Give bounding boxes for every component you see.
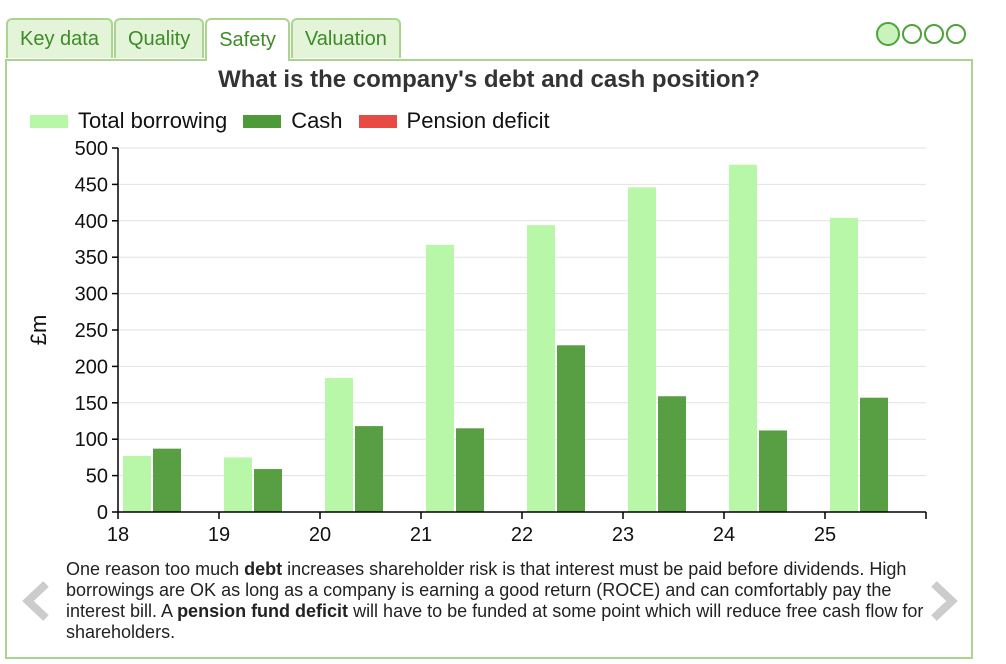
- tab-quality[interactable]: Quality: [113, 18, 205, 58]
- bar-cash: [254, 469, 282, 512]
- bar-cash: [153, 448, 181, 512]
- x-tick-label: 20: [309, 524, 331, 546]
- y-tick-label: 300: [75, 284, 108, 306]
- next-button[interactable]: [928, 580, 960, 627]
- y-tick-label: 200: [75, 356, 108, 378]
- x-tick-label: 23: [612, 524, 634, 546]
- bar-total-borrowing: [426, 244, 454, 512]
- prev-button[interactable]: [20, 580, 52, 627]
- y-tick-label: 450: [75, 174, 108, 196]
- chevron-left-icon: [22, 581, 49, 621]
- y-tick-label: 350: [75, 247, 108, 269]
- x-tick-label: 22: [511, 524, 533, 546]
- x-tick-label: 24: [713, 524, 735, 546]
- legend-item-total-borrowing[interactable]: Total borrowing: [30, 108, 227, 134]
- y-tick-label: 250: [75, 320, 108, 342]
- bar-cash: [557, 345, 585, 512]
- pager-dot-4[interactable]: [946, 24, 966, 44]
- bar-cash: [355, 426, 383, 512]
- bar-total-borrowing: [830, 217, 858, 512]
- bar-cash: [759, 430, 787, 512]
- legend-label-total-borrowing: Total borrowing: [78, 108, 228, 133]
- y-tick-label: 100: [75, 429, 108, 451]
- y-tick-label: 150: [75, 393, 108, 415]
- description-part-2: increases shareholder risk is that inter…: [66, 559, 907, 621]
- tab-valuation[interactable]: Valuation: [290, 18, 401, 58]
- x-tick-label: 21: [410, 524, 432, 546]
- bar-total-borrowing: [123, 455, 151, 512]
- y-tick-label: 50: [86, 466, 108, 488]
- bar-cash: [860, 397, 888, 512]
- chart-legend: Total borrowing Cash Pension deficit: [30, 108, 566, 134]
- tab-safety[interactable]: Safety: [205, 18, 290, 61]
- bar-total-borrowing: [729, 164, 757, 512]
- pager-dot-2[interactable]: [902, 24, 922, 44]
- y-axis-label: £m: [26, 315, 51, 346]
- description-part-1: One reason too much: [66, 559, 245, 579]
- tab-bar: Key data Quality Safety Valuation: [6, 18, 402, 61]
- bar-cash: [658, 396, 686, 512]
- pager-dots: [876, 22, 966, 46]
- description-part-3: will have to be funded at some point whi…: [66, 601, 924, 642]
- pager-dot-3[interactable]: [924, 24, 944, 44]
- bar-total-borrowing: [527, 225, 555, 512]
- bar-total-borrowing: [628, 187, 656, 512]
- chart-title: What is the company's debt and cash posi…: [218, 66, 760, 93]
- x-tick-label: 25: [814, 524, 836, 546]
- bar-cash: [456, 428, 484, 512]
- x-tick-label: 19: [208, 524, 230, 546]
- legend-item-cash[interactable]: Cash: [243, 108, 343, 134]
- y-tick-label: 400: [75, 211, 108, 233]
- legend-label-cash: Cash: [291, 108, 343, 133]
- tab-key-data[interactable]: Key data: [6, 18, 113, 58]
- pager-dot-1[interactable]: [876, 22, 900, 46]
- bar-total-borrowing: [325, 378, 353, 512]
- description-bold-debt: debt: [244, 559, 283, 579]
- description-text: One reason too much debt increases share…: [66, 559, 926, 643]
- legend-swatch-cash: [243, 114, 282, 128]
- legend-swatch-total-borrowing: [30, 114, 68, 128]
- description-bold-pension: pension fund deficit: [177, 601, 349, 621]
- y-tick-label: 500: [75, 138, 108, 160]
- legend-label-pension-deficit: Pension deficit: [406, 108, 550, 133]
- legend-item-pension-deficit[interactable]: Pension deficit: [358, 108, 550, 134]
- bar-total-borrowing: [224, 457, 252, 512]
- content-panel: [5, 59, 973, 659]
- y-tick-label: 0: [97, 502, 108, 524]
- legend-swatch-pension-deficit: [358, 114, 397, 128]
- x-tick-label: 18: [107, 524, 129, 546]
- chevron-right-icon: [931, 581, 958, 621]
